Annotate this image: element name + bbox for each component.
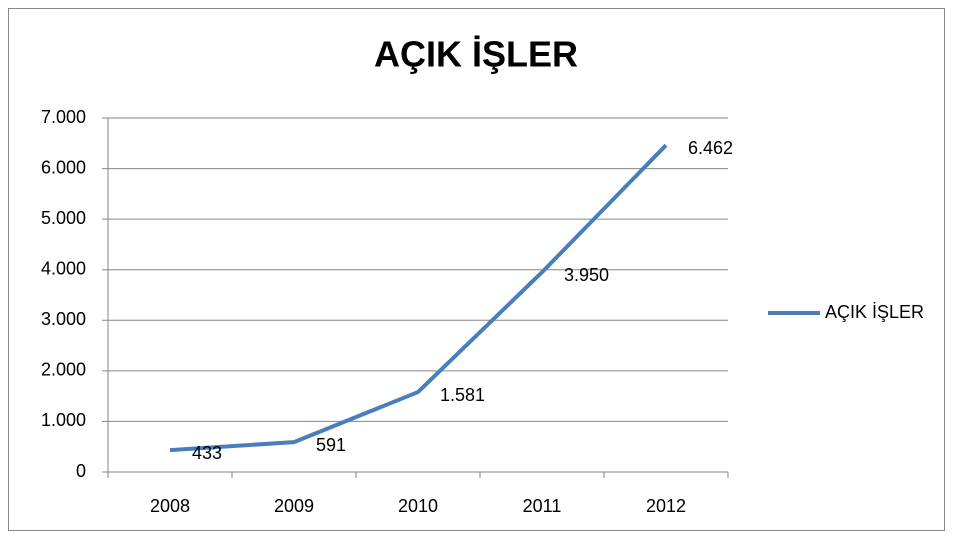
x-tick-label: 2010 — [398, 496, 438, 516]
y-tick-label: 0 — [76, 461, 86, 481]
x-tick-label: 2011 — [523, 496, 562, 516]
data-label: 1.581 — [440, 385, 485, 405]
x-tick-label: 2012 — [646, 496, 686, 516]
x-tick-label: 2008 — [150, 496, 190, 516]
x-tick-label: 2009 — [274, 496, 314, 516]
y-tick-label: 7.000 — [41, 107, 86, 127]
y-tick-label: 6.000 — [41, 157, 86, 177]
series-line — [169, 143, 668, 453]
y-tick-label: 4.000 — [41, 258, 86, 278]
y-tick-label: 3.000 — [41, 309, 86, 329]
y-tick-label: 1.000 — [41, 410, 86, 430]
y-tick-label: 2.000 — [41, 360, 86, 380]
y-tick-label: 5.000 — [41, 208, 86, 228]
data-label: 3.950 — [564, 265, 609, 285]
data-label: 6.462 — [688, 138, 733, 158]
data-label: 433 — [192, 443, 222, 463]
legend-label: AÇIK İŞLER — [825, 302, 924, 322]
data-label: 591 — [316, 435, 346, 455]
chart-title: AÇIK İŞLER — [374, 34, 578, 75]
